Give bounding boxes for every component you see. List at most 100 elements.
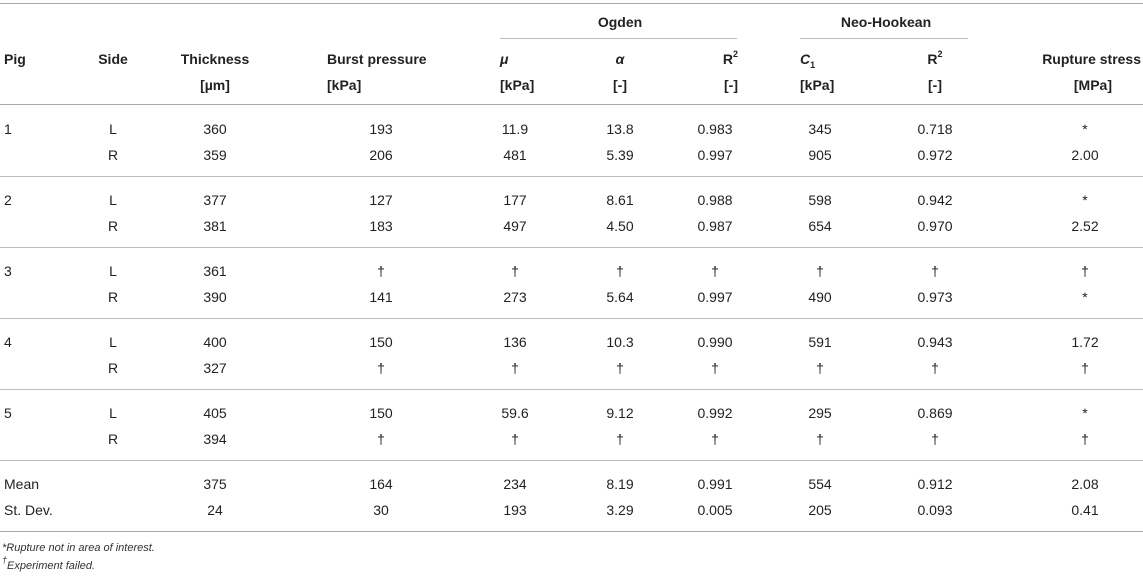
cell-r2-ogden: 0.997 [697, 289, 733, 305]
cell-mu: 136 [503, 334, 527, 350]
col-header-burst-pressure: Burst pressure [327, 51, 427, 67]
cell-r2-neo: 0.973 [917, 289, 953, 305]
cell-r2-ogden: 0.987 [697, 218, 733, 234]
cell-alpha: 8.19 [606, 476, 634, 492]
cell-alpha: † [616, 263, 624, 279]
cell-rupture-stress: † [1081, 360, 1089, 376]
group-separator [0, 247, 1143, 248]
cell-rupture-stress: * [1082, 192, 1088, 208]
cell-mu: † [511, 360, 519, 376]
cell-alpha: 5.39 [606, 147, 634, 163]
group-separator [0, 318, 1143, 319]
cell-c1: 598 [808, 192, 832, 208]
cell-pig: 1 [4, 121, 12, 137]
unit-rupture-stress: [MPa] [1073, 77, 1112, 93]
cell-thickness: 377 [203, 192, 227, 208]
cell-mu: † [511, 431, 519, 447]
cell-thickness: 394 [203, 431, 227, 447]
cell-c1: 490 [808, 289, 832, 305]
cell-burst-pressure: 183 [369, 218, 393, 234]
cell-side: L [109, 263, 117, 279]
cell-burst-pressure: † [377, 263, 385, 279]
cell-alpha: 13.8 [606, 121, 634, 137]
cell-rupture-stress: † [1081, 431, 1089, 447]
cell-alpha: 9.12 [606, 405, 634, 421]
cell-r2-ogden: 0.990 [697, 334, 733, 350]
cell-r2-neo: 0.972 [917, 147, 953, 163]
cell-side: R [107, 289, 119, 305]
cell-alpha: 8.61 [606, 192, 634, 208]
cell-side: R [107, 218, 119, 234]
cell-r2-ogden: 0.988 [697, 192, 733, 208]
cell-thickness: 381 [203, 218, 227, 234]
cell-r2-neo: 0.942 [917, 192, 953, 208]
unit-alpha: [-] [613, 77, 627, 93]
group-separator [0, 460, 1143, 461]
cell-thickness: 375 [203, 476, 227, 492]
footnote-rupture: *Rupture not in area of interest. [2, 542, 155, 554]
cell-side: R [107, 360, 119, 376]
cell-burst-pressure: 150 [369, 334, 393, 350]
group-header-ogden: Ogden [597, 14, 643, 30]
cell-r2-ogden: 0.991 [697, 476, 733, 492]
group-header-neo-hookean: Neo-Hookean [840, 14, 932, 30]
cell-rupture-stress: 1.72 [1071, 334, 1099, 350]
cell-alpha: 3.29 [606, 502, 634, 518]
cell-r2-neo: † [931, 360, 939, 376]
unit-r2-ogden: [-] [724, 77, 738, 93]
ogden-group-underline [500, 38, 737, 39]
cell-side: L [109, 121, 117, 137]
cell-thickness: 390 [203, 289, 227, 305]
cell-c1: 205 [808, 502, 832, 518]
cell-r2-neo: 0.912 [917, 476, 953, 492]
cell-r2-ogden: 0.997 [697, 147, 733, 163]
col-header-mu: μ [500, 51, 509, 67]
col-header-r2-neo: R2 [927, 49, 943, 67]
cell-burst-pressure: 150 [369, 405, 393, 421]
cell-c1: † [816, 360, 824, 376]
cell-r2-ogden: † [711, 360, 719, 376]
cell-mu: 497 [503, 218, 527, 234]
cell-thickness: 361 [203, 263, 227, 279]
cell-r2-ogden: † [711, 263, 719, 279]
cell-thickness: 24 [207, 502, 223, 518]
cell-burst-pressure: 206 [369, 147, 393, 163]
cell-r2-neo: † [931, 263, 939, 279]
cell-burst-pressure: 193 [369, 121, 393, 137]
cell-mu: 193 [503, 502, 527, 518]
cell-burst-pressure: † [377, 360, 385, 376]
cell-burst-pressure: † [377, 431, 385, 447]
neo-group-underline [800, 38, 968, 39]
cell-side: L [109, 192, 117, 208]
footnote-failed: †Experiment failed. [2, 555, 96, 572]
cell-burst-pressure: 164 [369, 476, 393, 492]
header-rule [0, 104, 1143, 105]
cell-r2-ogden: † [711, 431, 719, 447]
cell-r2-neo: 0.869 [917, 405, 953, 421]
cell-alpha: 10.3 [606, 334, 634, 350]
unit-mu: [kPa] [500, 77, 535, 93]
unit-c1: [kPa] [800, 77, 835, 93]
cell-c1: 345 [808, 121, 832, 137]
cell-mu: 481 [503, 147, 527, 163]
bottom-rule [0, 531, 1143, 532]
cell-thickness: 327 [203, 360, 227, 376]
unit-thickness: [µm] [200, 77, 230, 93]
cell-c1: 654 [808, 218, 832, 234]
cell-c1: † [816, 263, 824, 279]
cell-c1: 554 [808, 476, 832, 492]
cell-alpha: † [616, 360, 624, 376]
cell-side: R [107, 147, 119, 163]
cell-burst-pressure: 30 [373, 502, 389, 518]
cell-rupture-stress: 2.52 [1071, 218, 1099, 234]
cell-mu: 234 [503, 476, 527, 492]
cell-c1: † [816, 431, 824, 447]
cell-thickness: 359 [203, 147, 227, 163]
cell-r2-neo: 0.970 [917, 218, 953, 234]
cell-r2-neo: 0.718 [917, 121, 953, 137]
group-separator [0, 389, 1143, 390]
group-separator [0, 176, 1143, 177]
cell-r2-neo: 0.093 [917, 502, 953, 518]
cell-pig: 3 [4, 263, 12, 279]
summary-label: Mean [4, 476, 40, 492]
